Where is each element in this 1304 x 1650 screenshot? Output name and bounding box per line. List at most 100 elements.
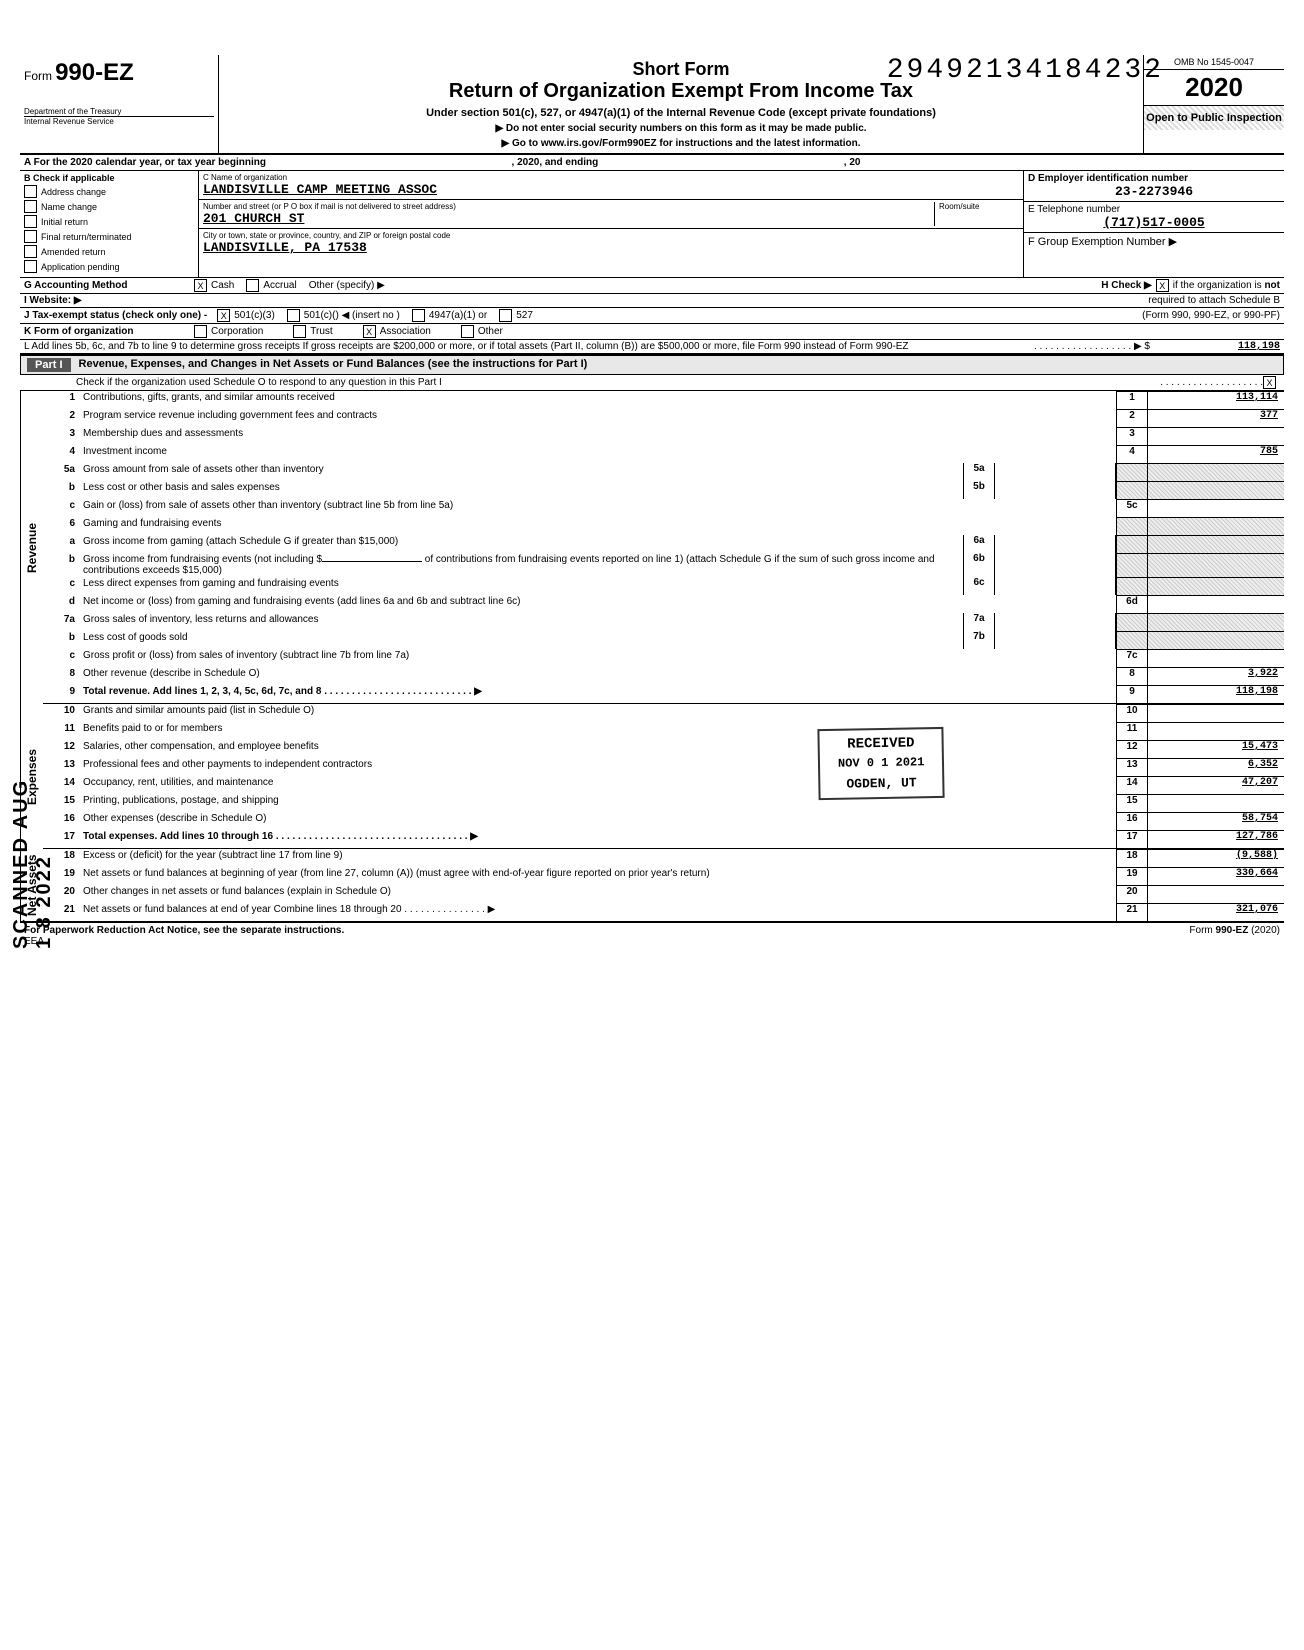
j-insert: ) ◀ (insert no ) (335, 310, 399, 321)
chk-501c[interactable] (287, 309, 300, 322)
mb-6a: 6a (963, 535, 995, 553)
val-4: 785 (1148, 445, 1284, 463)
dots-p1: . . . . . . . . . . . . . . . . . . . (1160, 377, 1263, 388)
mb-6c: 6c (963, 577, 995, 595)
ln-3: Membership dues and assessments (81, 427, 1116, 445)
b-item-0: Address change (41, 187, 106, 197)
val-15 (1148, 794, 1284, 812)
l-amount: 118,198 (1150, 341, 1280, 352)
j-501c3: 501(c)(3) (234, 310, 275, 321)
chk-schedo[interactable]: X (1263, 376, 1276, 389)
chk-assoc[interactable]: X (363, 325, 376, 338)
d-label: D Employer identification number (1028, 173, 1188, 184)
f-label: F Group Exemption Number ▶ (1028, 236, 1177, 248)
chk-4947[interactable] (412, 309, 425, 322)
chk-trust[interactable] (293, 325, 306, 338)
e-label: E Telephone number (1028, 204, 1120, 215)
val-6d (1148, 595, 1284, 613)
ln-9: Total revenue. Add lines 1, 2, 3, 4, 5c,… (81, 685, 1116, 703)
form-number: 990-EZ (55, 59, 134, 86)
mb-6b: 6b (963, 553, 995, 577)
ln-13: Professional fees and other payments to … (81, 758, 1116, 776)
b-item-4: Amended return (41, 247, 106, 257)
entity-block: B Check if applicable Address change Nam… (20, 171, 1284, 278)
row-a-left: A For the 2020 calendar year, or tax yea… (24, 157, 266, 168)
val-10 (1148, 704, 1284, 722)
goto-url: ▶ Go to www.irs.gov/Form990EZ for instru… (227, 138, 1135, 149)
chk-accrual[interactable] (246, 279, 259, 292)
ein: 23-2273946 (1028, 184, 1280, 199)
b-item-2: Initial return (41, 217, 88, 227)
chk-initial[interactable] (24, 215, 37, 228)
chk-pending[interactable] (24, 260, 37, 273)
h-text-2: required to attach Schedule B (1148, 295, 1280, 306)
j-label: J Tax-exempt status (check only one) - (24, 310, 207, 321)
no-ssn: ▶ Do not enter social security numbers o… (227, 123, 1135, 134)
j-501c: 501(c)( (304, 310, 336, 321)
val-14: 47,207 (1148, 776, 1284, 794)
dln: 29492134184232 (887, 55, 1164, 86)
mb-7b: 7b (963, 631, 995, 649)
chk-cash[interactable]: X (194, 279, 207, 292)
ln-20: Other changes in net assets or fund bala… (81, 885, 1116, 903)
part-1-label: Part I (27, 358, 71, 372)
ln-6b: Gross income from fundraising events (no… (81, 553, 963, 577)
g-other: Other (specify) ▶ (309, 280, 385, 291)
ln-15: Printing, publications, postage, and shi… (81, 794, 1116, 812)
received-stamp: RECEIVED NOV 0 1 2021 OGDEN, UT (817, 727, 945, 800)
chk-corp[interactable] (194, 325, 207, 338)
org-city: LANDISVILLE, PA 17538 (203, 240, 1019, 255)
val-11 (1148, 722, 1284, 740)
ln-12: Salaries, other compensation, and employ… (81, 740, 1116, 758)
row-a-right: , 20 (844, 157, 861, 168)
tax-year: 2020 (1144, 70, 1284, 106)
chk-final[interactable] (24, 230, 37, 243)
ln-6: Gaming and fundraising events (81, 517, 1116, 535)
val-16: 58,754 (1148, 812, 1284, 830)
chk-527[interactable] (499, 309, 512, 322)
scanned-stamp: SCANNED AUG 1 8 2022 (10, 775, 56, 949)
mb-5b: 5b (963, 481, 995, 499)
chk-kother[interactable] (461, 325, 474, 338)
mb-7a: 7a (963, 613, 995, 631)
org-name: LANDISVILLE CAMP MEETING ASSOC (203, 182, 1019, 197)
val-5c (1148, 499, 1284, 517)
stamp-ogden: OGDEN, UT (838, 775, 925, 792)
val-3 (1148, 427, 1284, 445)
val-20 (1148, 885, 1284, 903)
ln-5c: Gain or (loss) from sale of assets other… (81, 499, 1116, 517)
ln-10: Grants and similar amounts paid (list in… (81, 704, 1116, 722)
val-19: 330,664 (1148, 867, 1284, 885)
b-item-5: Application pending (41, 262, 120, 272)
revenue-side: Revenue (20, 391, 43, 704)
room-label: Room/suite (939, 202, 1019, 211)
chk-amended[interactable] (24, 245, 37, 258)
part-1-check: Check if the organization used Schedule … (76, 377, 1160, 388)
ln-7c: Gross profit or (loss) from sales of inv… (81, 649, 1116, 667)
l-dots: . . . . . . . . . . . . . . . . . . ▶ $ (1034, 341, 1150, 352)
row-a: A For the 2020 calendar year, or tax yea… (20, 155, 1284, 171)
under-section: Under section 501(c), 527, or 4947(a)(1)… (227, 107, 1135, 119)
val-9: 118,198 (1148, 685, 1284, 703)
footer: For Paperwork Reduction Act Notice, see … (20, 921, 1284, 949)
b-label: B Check if applicable (24, 173, 115, 183)
j-527: 527 (516, 310, 533, 321)
stamp-received-text: RECEIVED (837, 735, 924, 753)
chk-name[interactable] (24, 200, 37, 213)
org-street: 201 CHURCH ST (203, 211, 934, 226)
ln-19: Net assets or fund balances at beginning… (81, 867, 1116, 885)
chk-h[interactable]: X (1156, 279, 1169, 292)
k-label: K Form of organization (24, 326, 194, 337)
form-prefix: Form (24, 69, 52, 83)
ln-2: Program service revenue including govern… (81, 409, 1116, 427)
chk-address[interactable] (24, 185, 37, 198)
val-13: 6,352 (1148, 758, 1284, 776)
h-text-3: (Form 990, 990-EZ, or 990-PF) (1142, 310, 1280, 321)
ln-6d: Net income or (loss) from gaming and fun… (81, 595, 1116, 613)
h-label: H Check ▶ (1101, 280, 1151, 291)
part-1-title: Revenue, Expenses, and Changes in Net As… (79, 358, 588, 372)
chk-501c3[interactable]: X (217, 309, 230, 322)
ln-5b: Less cost or other basis and sales expen… (81, 481, 963, 499)
ln-8: Other revenue (describe in Schedule O) (81, 667, 1116, 685)
k-trust: Trust (310, 326, 332, 337)
